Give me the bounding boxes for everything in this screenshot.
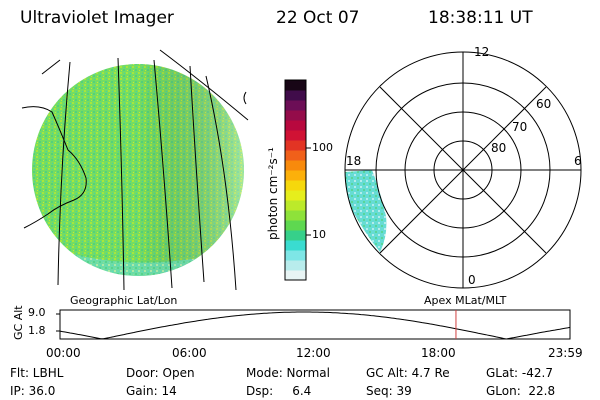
timeline-xtick-0600: 06:00 [172, 346, 207, 360]
observation-time: 18:38:11 UT [428, 8, 533, 28]
mlt-label-6: 6 [574, 154, 582, 168]
altitude-timeline [56, 309, 571, 340]
color-scale-bar [285, 80, 306, 281]
colorbar-label-10: 10 [312, 228, 326, 241]
info-dsp: Dsp: 6.4 [246, 384, 312, 398]
instrument-title: Ultraviolet Imager [20, 8, 174, 28]
timeline-xtick-1200: 12:00 [296, 346, 331, 360]
info-gc-alt: GC Alt: 4.7 Re [366, 366, 450, 380]
timeline-right-label: Apex MLat/MLT [424, 294, 507, 307]
info-ip: IP: 36.0 [10, 384, 56, 398]
mlt-label-12: 12 [474, 45, 490, 59]
colorbar-swatch [285, 210, 306, 221]
colorbar-swatch [285, 220, 306, 231]
colorbar-swatch [285, 80, 306, 91]
colorbar-swatch [285, 150, 306, 161]
info-door: Door: Open [126, 366, 195, 380]
colorbar-swatch [285, 230, 306, 241]
info-glon: GLon: 22.8 [486, 384, 556, 398]
colorbar-swatch [285, 260, 306, 271]
colorbar-swatch [285, 170, 306, 181]
info-gain: Gain: 14 [126, 384, 177, 398]
colorbar-label-100: 100 [312, 141, 333, 154]
timeline-xtick-0000: 00:00 [46, 346, 81, 360]
timeline-ylabel: GC Alt [12, 305, 25, 340]
colorbar-swatch [285, 270, 306, 281]
colorbar-swatch [285, 180, 306, 191]
timeline-left-label: Geographic Lat/Lon [70, 294, 178, 307]
colorbar-swatch [285, 190, 306, 201]
polar-plot [344, 51, 582, 289]
info-mode: Mode: Normal [246, 366, 330, 380]
mlat-label-70: 70 [512, 120, 528, 134]
observation-date: 22 Oct 07 [276, 8, 360, 28]
colorbar-swatch [285, 110, 306, 121]
colorbar-swatch [285, 120, 306, 131]
colorbar-swatch [285, 100, 306, 111]
timeline-ytick-high: 9.0 [28, 306, 46, 319]
coastline [21, 106, 87, 229]
timeline-xtick-2359: 23:59 [548, 346, 583, 360]
mlat-label-80: 80 [491, 141, 507, 155]
altitude-curve [59, 311, 571, 340]
earth-image [21, 49, 249, 291]
colorbar-swatch [285, 90, 306, 101]
info-seq: Seq: 39 [366, 384, 412, 398]
timeline-xtick-1800: 18:00 [421, 346, 456, 360]
mlt-label-0: 0 [468, 273, 476, 287]
colorbar-swatch [285, 250, 306, 261]
mlt-label-18: 18 [346, 154, 362, 168]
colorbar-swatch [285, 240, 306, 251]
colorbar-swatch [285, 200, 306, 211]
auroral-emission [345, 170, 387, 252]
colorbar-swatch [285, 160, 306, 171]
timeline-ytick-low: 1.8 [28, 324, 46, 337]
info-glat: GLat: -42.7 [486, 366, 553, 380]
colorbar-swatch [285, 140, 306, 151]
colorbar-swatch [285, 130, 306, 141]
colorbar-unit-label: photon cm⁻²s⁻¹ [266, 147, 280, 240]
mlat-label-60: 60 [536, 97, 552, 111]
info-filter: Flt: LBHL [10, 366, 64, 380]
